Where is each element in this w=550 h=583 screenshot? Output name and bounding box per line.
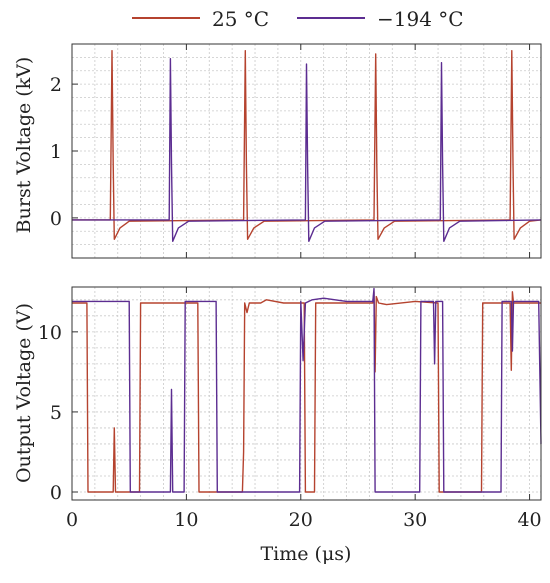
grid-bottom (71, 287, 541, 500)
plot-frame-bottom (71, 286, 542, 501)
y-tick-label-bottom: 10 (38, 322, 62, 344)
x-tick-label: 30 (403, 509, 427, 531)
y-tick-label-top: 2 (50, 74, 62, 96)
y-axis-label-bottom: Output Voltage (V) (13, 303, 35, 483)
y-tick-label-top: 0 (50, 208, 62, 230)
series-line-top-0 (72, 50, 542, 240)
panel-bottom: 0 5 10 0 10 20 30 40 (38, 286, 542, 531)
x-tick-label: 40 (517, 509, 541, 531)
y-tick-label-bottom: 0 (50, 482, 62, 504)
series-line-bottom-1 (72, 287, 542, 493)
series-line-top-1 (72, 58, 542, 242)
y-tick-label-bottom: 5 (50, 402, 62, 424)
legend: 25 °C −194 °C (132, 7, 464, 31)
legend-label-25c: 25 °C (212, 7, 269, 31)
y-tick-label-top: 1 (50, 141, 62, 163)
panel-top: 0 1 2 (50, 43, 542, 259)
x-tick-label: 10 (174, 509, 198, 531)
legend-label-minus194c: −194 °C (377, 7, 464, 31)
x-tick-label: 0 (66, 509, 78, 531)
x-tick-label: 20 (289, 509, 313, 531)
y-axis-label-top: Burst Voltage (kV) (13, 57, 35, 234)
series-line-bottom-0 (72, 291, 541, 493)
x-axis-label: Time (μs) (261, 543, 352, 565)
